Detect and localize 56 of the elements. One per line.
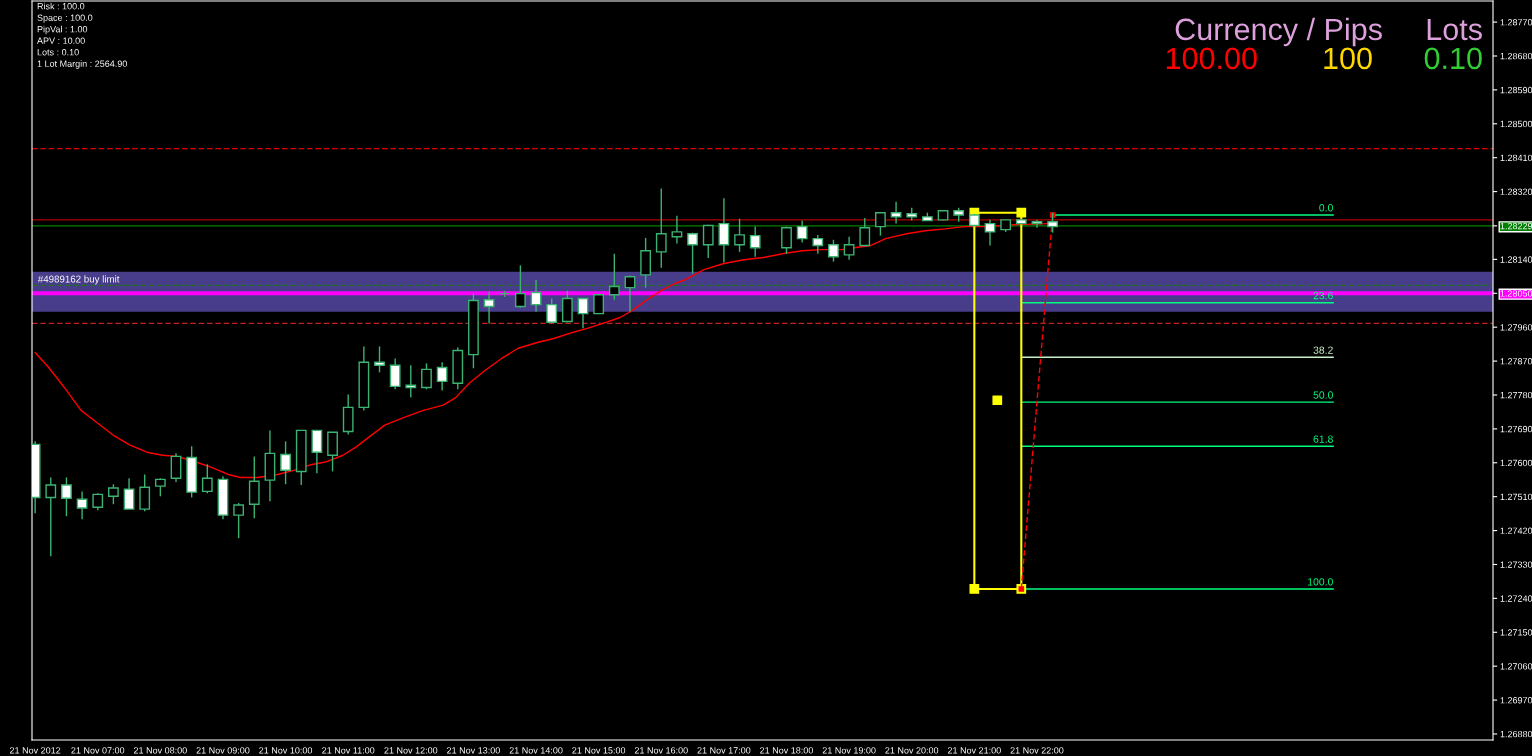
y-tick-label: 1.27510 [1500, 493, 1532, 501]
y-tick-label: 1.28500 [1500, 120, 1532, 128]
y-tick-label: 1.28680 [1500, 52, 1532, 60]
x-tick-label: 21 Nov 19:00 [822, 747, 876, 754]
series-label: 38.2 [1313, 346, 1333, 354]
y-tick-label: 1.28229 [1500, 222, 1532, 230]
annotation: Space : 100.0 [37, 14, 93, 23]
annotation: Lots [1427, 18, 1482, 41]
x-tick-label: 21 Nov 11:00 [322, 747, 375, 754]
y-tick-label: 1.27600 [1500, 459, 1532, 467]
x-tick-label: 21 Nov 16:00 [634, 747, 688, 754]
series-label: 61.8 [1313, 435, 1333, 443]
series-label: 0.0 [1319, 204, 1333, 212]
y-tick-label: 1.27330 [1500, 561, 1532, 568]
series-label: 100.0 [1308, 578, 1333, 586]
annotation: Currency / Pips [1175, 17, 1382, 47]
y-tick-label: 1.28770 [1500, 19, 1532, 26]
y-tick-label: 1.28320 [1500, 188, 1532, 195]
annotation: PipVal : 1.00 [37, 25, 88, 35]
y-tick-label: 1.27150 [1500, 629, 1532, 636]
y-tick-label: 1.28590 [1500, 86, 1532, 94]
annotation: 1 Lot Margin : 2564.90 [37, 60, 127, 69]
x-tick-label: 21 Nov 21:00 [947, 747, 1001, 754]
annotation: Lots : 0.10 [37, 49, 79, 56]
x-tick-label: 21 Nov 14:00 [509, 747, 563, 754]
annotation: APV : 10.00 [37, 37, 85, 44]
y-tick-label: 1.27780 [1500, 391, 1532, 399]
y-tick-label: 1.28140 [1500, 256, 1532, 263]
x-tick-label: 21 Nov 18:00 [760, 747, 813, 754]
annotation: Risk : 100.0 [37, 2, 85, 10]
x-tick-label: 21 Nov 20:00 [885, 747, 939, 754]
y-tick-label: 1.27240 [1500, 595, 1532, 602]
x-tick-label: 21 Nov 15:00 [572, 747, 626, 754]
series-label: 50.0 [1313, 391, 1333, 399]
annotation: 100.00 [1166, 47, 1257, 70]
x-tick-label: 21 Nov 13:00 [447, 747, 500, 754]
x-tick-label: 21 Nov 08:00 [133, 747, 187, 754]
annotation: 100 [1324, 47, 1372, 70]
y-tick-label: 1.26880 [1500, 730, 1532, 738]
y-tick-label: 1.27960 [1500, 324, 1532, 331]
x-tick-label: 21 Nov 22:00 [1010, 747, 1064, 754]
x-tick-label: 21 Nov 12:00 [384, 747, 438, 754]
x-tick-label: 21 Nov 10:00 [259, 747, 313, 754]
y-tick-label: 1.26970 [1500, 697, 1532, 704]
y-tick-label: 1.27060 [1500, 663, 1532, 670]
y-tick-label: 1.28410 [1500, 154, 1532, 162]
x-tick-label: 21 Nov 07:00 [71, 747, 125, 754]
y-tick-label: 1.28050 [1500, 290, 1532, 297]
annotation: 0.10 [1424, 47, 1482, 70]
x-tick-label: 21 Nov 17:00 [697, 747, 751, 754]
y-tick-label: 1.27690 [1500, 425, 1532, 433]
y-tick-label: 1.27420 [1500, 527, 1532, 534]
x-tick-label: 21 Nov 2012 [9, 747, 61, 754]
ref-line-label: #4989162 buy limit [37, 275, 120, 285]
x-tick-label: 21 Nov 09:00 [196, 747, 250, 754]
y-tick-label: 1.27870 [1500, 358, 1532, 365]
